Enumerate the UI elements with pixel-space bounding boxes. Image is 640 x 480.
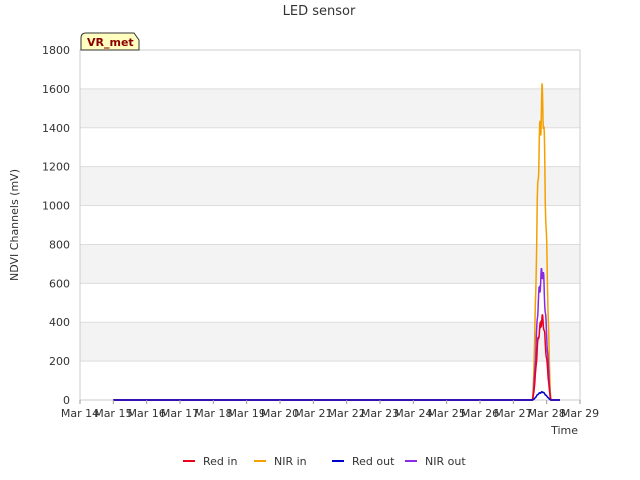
y-tick-label: 200: [49, 355, 70, 368]
legend: Red in NIR in Red out NIR out: [183, 455, 466, 468]
x-tick-label: Mar 21: [294, 407, 332, 420]
x-axis-title: Time: [550, 424, 578, 437]
y-tick-label: 1200: [42, 161, 70, 174]
y-axis: 0 200 400 600 800 1000 1200 1400 1600 1800: [42, 44, 70, 407]
band: [80, 166, 580, 206]
y-tick-label: 400: [49, 316, 70, 329]
background-bands: [80, 88, 580, 362]
x-tick-label: Mar 16: [128, 407, 166, 420]
legend-label: Red out: [352, 455, 395, 468]
x-tick-label: Mar 18: [194, 407, 232, 420]
x-tick-label: Mar 17: [161, 407, 199, 420]
band: [80, 244, 580, 284]
x-tick-label: Mar 15: [94, 407, 132, 420]
legend-label: NIR out: [425, 455, 466, 468]
x-tick-label: Mar 14: [61, 407, 99, 420]
x-tick-label: Mar 24: [394, 407, 432, 420]
legend-label: NIR in: [274, 455, 307, 468]
y-tick-label: 800: [49, 238, 70, 251]
x-tick-label: Mar 29: [561, 407, 599, 420]
site-badge-label: VR_met: [87, 36, 134, 49]
y-tick-label: 1400: [42, 122, 70, 135]
y-tick-label: 1800: [42, 44, 70, 57]
site-badge: VR_met: [80, 32, 140, 51]
y-tick-label: 600: [49, 277, 70, 290]
band: [80, 88, 580, 128]
series-line-red-out: [113, 391, 560, 401]
x-tick-label: Mar 28: [528, 407, 566, 420]
x-tick-label: Mar 27: [494, 407, 532, 420]
y-axis-title: NDVI Channels (mV): [8, 169, 21, 281]
y-tick-label: 0: [63, 394, 70, 407]
x-tick-label: Mar 22: [328, 407, 366, 420]
chart-title: LED sensor: [283, 4, 356, 19]
x-tick-label: Mar 25: [428, 407, 466, 420]
legend-label: Red in: [203, 455, 237, 468]
band: [80, 322, 580, 362]
x-tick-label: Mar 19: [228, 407, 266, 420]
series-group: [113, 83, 560, 401]
x-tick-label: Mar 26: [461, 407, 499, 420]
x-tick-label: Mar 20: [261, 407, 299, 420]
y-tick-label: 1000: [42, 200, 70, 213]
x-tick-label: Mar 23: [361, 407, 399, 420]
y-tick-label: 1600: [42, 83, 70, 96]
